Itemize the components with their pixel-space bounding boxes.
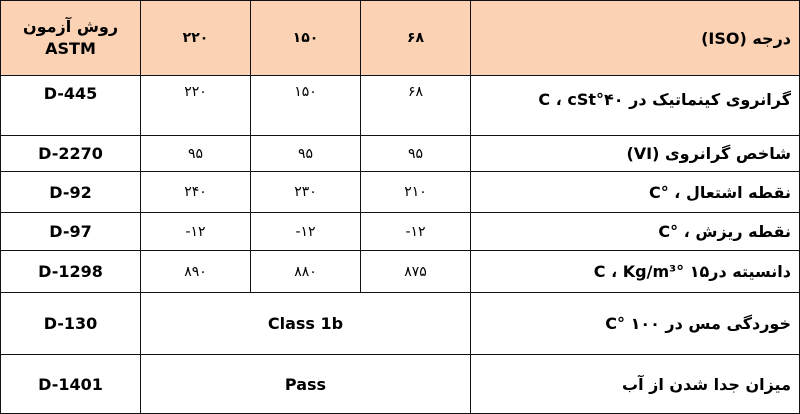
header-grade-150: ۱۵۰	[250, 0, 361, 76]
row-flash-point: D-92 ۲۴۰ ۲۳۰ ۲۱۰ نقطه اشتعال ، °C	[0, 171, 800, 213]
row-pour-point: D-97 -۱۲ -۱۲ -۱۲ نقطه ریزش ، °C	[0, 212, 800, 251]
row-viscosity-index: D-2270 ۹۵ ۹۵ ۹۵ شاخص گرانروی (VI)	[0, 135, 800, 172]
row-density: D-1298 ۸۹۰ ۸۸۰ ۸۷۵ دانسیته در۱۵ °C ، Kg/…	[0, 250, 800, 293]
header-property-iso-grade: درجه (ISO)	[470, 0, 800, 76]
value-grade-220: ۸۹۰	[140, 250, 251, 293]
value-grade-150: ۹۵	[250, 135, 361, 172]
row-copper-corrosion: D-130 Class 1b خوردگی مس در ۱۰۰ °C	[0, 292, 800, 355]
test-method: D-2270	[0, 135, 141, 172]
property-label: خوردگی مس در ۱۰۰ °C	[470, 292, 800, 355]
value-grade-68: ۸۷۵	[360, 250, 471, 293]
value-grade-150: ۲۳۰	[250, 171, 361, 213]
test-method: D-1401	[0, 354, 141, 414]
value-grade-68: ۹۵	[360, 135, 471, 172]
property-label: نقطه ریزش ، °C	[470, 212, 800, 251]
row-kinematic-viscosity: D-445 ۲۲۰ ۱۵۰ ۶۸ گرانروی کینماتیک در ۴۰°…	[0, 75, 800, 136]
test-method: D-130	[0, 292, 141, 355]
value-grade-150: -۱۲	[250, 212, 361, 251]
header-grade-220: ۲۲۰	[140, 0, 251, 76]
property-label: دانسیته در۱۵ °C ، Kg/m³	[470, 250, 800, 293]
value-grade-220: ۹۵	[140, 135, 251, 172]
test-method: D-97	[0, 212, 141, 251]
header-grade-68: ۶۸	[360, 0, 471, 76]
header-row: روش آزمون ASTM ۲۲۰ ۱۵۰ ۶۸ درجه (ISO)	[0, 0, 800, 76]
value-grade-220: -۱۲	[140, 212, 251, 251]
test-method: D-1298	[0, 250, 141, 293]
value-all-grades: Class 1b	[140, 292, 471, 355]
property-label: نقطه اشتعال ، °C	[470, 171, 800, 213]
property-label: میزان جدا شدن از آب	[470, 354, 800, 414]
value-grade-68: ۲۱۰	[360, 171, 471, 213]
value-grade-220: ۲۴۰	[140, 171, 251, 213]
property-label: گرانروی کینماتیک در ۴۰°C ، cSt	[470, 75, 800, 136]
value-grade-150: ۱۵۰	[250, 75, 361, 136]
value-grade-68: -۱۲	[360, 212, 471, 251]
row-water-separation: D-1401 Pass میزان جدا شدن از آب	[0, 354, 800, 414]
value-grade-220: ۲۲۰	[140, 75, 251, 136]
value-grade-68: ۶۸	[360, 75, 471, 136]
value-all-grades: Pass	[140, 354, 471, 414]
test-method: D-445	[0, 75, 141, 136]
test-method: D-92	[0, 171, 141, 213]
value-grade-150: ۸۸۰	[250, 250, 361, 293]
property-label: شاخص گرانروی (VI)	[470, 135, 800, 172]
header-test-method: روش آزمون ASTM	[0, 0, 141, 76]
header-test-method-label: روش آزمون	[22, 17, 119, 36]
header-test-method-standard: ASTM	[45, 39, 96, 58]
